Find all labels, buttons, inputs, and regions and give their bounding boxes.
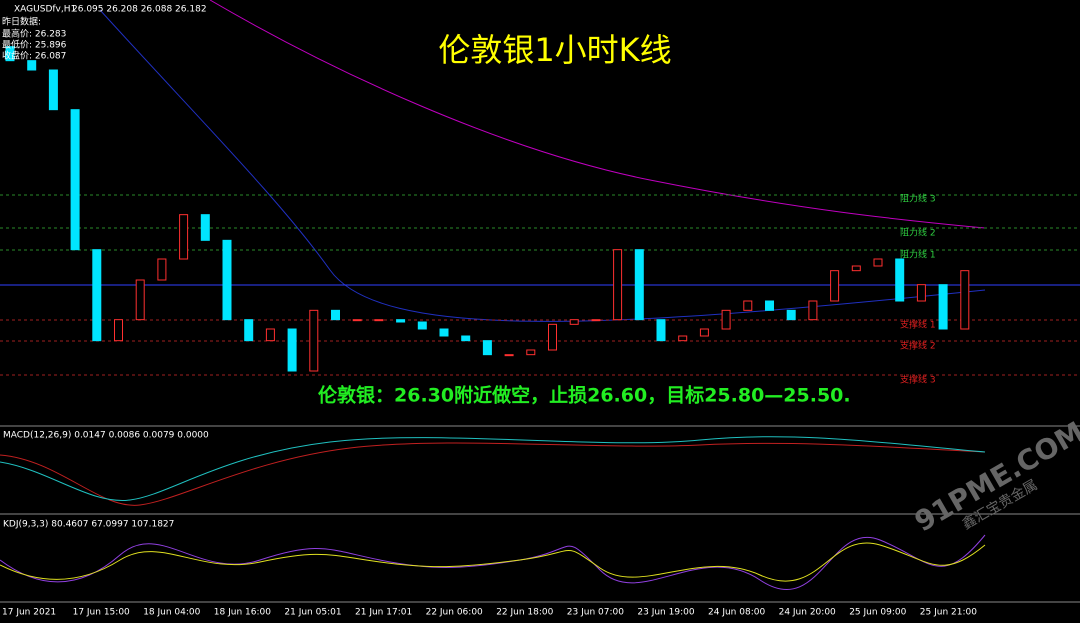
level-label: 阻力线 1 <box>900 249 936 261</box>
macd-label: MACD(12,26,9) 0.0147 0.0086 0.0079 0.000… <box>3 431 209 441</box>
macd-line <box>0 436 986 501</box>
symbol: XAGUSDfv,H1 <box>14 5 76 15</box>
candle <box>916 284 926 302</box>
info-line: 收盘价: 26.087 <box>2 50 66 62</box>
candle <box>721 309 731 330</box>
kdj-label: KDJ(9,3,3) 80.4607 67.0997 107.1827 <box>3 520 174 530</box>
x-tick-label: 25 Jun 21:00 <box>920 608 977 618</box>
candle <box>678 335 688 342</box>
level-label: 阻力线 2 <box>900 227 936 239</box>
analysis: 伦敦银：26.30附近做空，止损26.60，目标25.80—25.50. <box>318 384 851 407</box>
level-label: 支撑线 3 <box>900 374 936 386</box>
info-line: 昨日数据: <box>2 16 41 28</box>
candle <box>200 214 210 241</box>
kdj-line <box>0 542 986 582</box>
level-label: 支撑线 1 <box>900 319 936 331</box>
kdj-line <box>0 534 986 590</box>
candle <box>70 109 80 251</box>
x-tick-label: 18 Jun 04:00 <box>143 608 200 618</box>
candle <box>613 249 623 321</box>
candle <box>591 319 601 322</box>
candle <box>808 300 818 321</box>
candle <box>179 214 189 260</box>
candle <box>699 328 709 337</box>
candle <box>461 335 471 342</box>
level-label: 支撑线 2 <box>900 340 936 352</box>
ohlc: 26.095 26.208 26.088 26.182 <box>72 5 207 15</box>
x-tick-label: 18 Jun 16:00 <box>214 608 271 618</box>
level-label: 阻力线 3 <box>900 193 936 205</box>
x-tick-label: 23 Jun 19:00 <box>637 608 694 618</box>
x-tick-label: 24 Jun 08:00 <box>708 608 765 618</box>
x-tick-label: 25 Jun 09:00 <box>849 608 906 618</box>
candle <box>374 319 384 322</box>
candle <box>830 270 840 302</box>
candle <box>157 258 167 281</box>
macd-line <box>0 442 986 506</box>
candle <box>960 270 970 330</box>
candle <box>309 309 319 372</box>
candle <box>873 258 883 267</box>
candle <box>765 300 774 311</box>
candle <box>656 319 666 342</box>
x-tick-label: 23 Jun 07:00 <box>567 608 624 618</box>
x-tick-label: 24 Jun 20:00 <box>779 608 836 618</box>
x-tick-label: 21 Jun 17:01 <box>355 608 412 618</box>
candle <box>135 279 145 321</box>
x-tick-label: 17 Jun 15:00 <box>73 608 130 618</box>
candle <box>482 340 492 356</box>
candle <box>786 309 796 321</box>
info-line: 最高价: 26.283 <box>2 28 66 40</box>
candle <box>569 319 579 325</box>
info-line: 最低价: 25.896 <box>2 39 67 51</box>
candle <box>417 321 427 330</box>
chart-title: 伦敦银1小时K线 <box>438 31 671 69</box>
candle <box>439 328 449 337</box>
ma-line <box>99 9 986 322</box>
candle <box>938 284 948 330</box>
candle <box>27 60 37 71</box>
candle <box>504 354 514 357</box>
candle <box>222 239 232 321</box>
candle <box>396 319 406 323</box>
candle <box>352 319 362 322</box>
candle <box>92 249 102 342</box>
candle <box>5 46 15 62</box>
candle <box>331 309 340 321</box>
candle <box>526 349 536 356</box>
candle <box>548 323 557 351</box>
x-tick-label: 17 Jun 2021 <box>2 608 56 618</box>
candle <box>48 69 58 111</box>
candle <box>265 328 275 342</box>
candle <box>851 265 861 272</box>
x-tick-label: 21 Jun 05:01 <box>284 608 341 618</box>
candle <box>634 249 644 321</box>
x-tick-label: 22 Jun 06:00 <box>426 608 483 618</box>
candle <box>244 319 254 342</box>
ma-line <box>209 0 986 229</box>
candle <box>743 300 753 311</box>
candle <box>114 319 123 342</box>
x-tick-label: 22 Jun 18:00 <box>496 608 553 618</box>
candle <box>287 328 297 372</box>
candle <box>895 258 905 302</box>
